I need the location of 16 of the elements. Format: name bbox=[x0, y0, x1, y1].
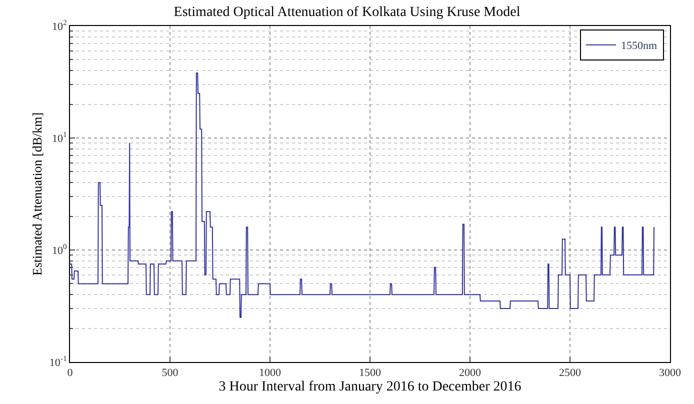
x-tick-label: 1500 bbox=[359, 367, 382, 380]
y-tick-label: 10$^{2}$ bbox=[52, 18, 67, 33]
x-tick-label: 0 bbox=[67, 367, 74, 380]
y-tick-label: 10$^{0}$ bbox=[52, 242, 67, 257]
x-tick-label: 500 bbox=[162, 367, 179, 380]
x-axis-title: 3 Hour Interval from January 2016 to December 2016 bbox=[218, 380, 522, 394]
line-series bbox=[70, 72, 654, 318]
y-axis-title: Estimated Attenuation [dB/km] bbox=[29, 112, 44, 276]
legend-label: 1550nm bbox=[621, 40, 658, 52]
chart-title: Estimated Optical Attenuation of Kolkata Using Kruse Model bbox=[174, 4, 520, 20]
x-tick-label: 2500 bbox=[559, 367, 582, 380]
y-tick-label: 10$^{-1}$ bbox=[49, 354, 67, 369]
x-tick-label: 2000 bbox=[459, 367, 482, 380]
x-tick-label: 3000 bbox=[659, 367, 682, 380]
x-tick-label: 1000 bbox=[259, 367, 282, 380]
y-tick-label: 10$^{1}$ bbox=[52, 130, 67, 145]
